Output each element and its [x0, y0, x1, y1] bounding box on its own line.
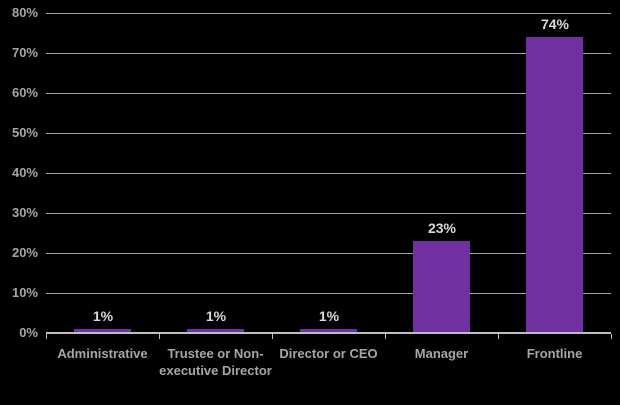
y-axis-tick-label: 10%	[11, 285, 38, 300]
y-axis-tick-label: 80%	[11, 5, 38, 20]
bar-director-or-ceo	[300, 329, 357, 333]
x-axis-tick	[385, 334, 386, 339]
x-axis-category-label: Manager	[414, 346, 469, 361]
gridline	[46, 293, 611, 294]
x-axis-tick	[272, 334, 273, 339]
x-axis-tick	[498, 334, 499, 339]
gridline	[46, 253, 611, 254]
gridline	[46, 13, 611, 14]
y-axis-tick-label: 60%	[11, 85, 38, 100]
gridline	[46, 133, 611, 134]
gridline	[46, 93, 611, 94]
x-axis-category-label: Director or CEO	[279, 346, 378, 361]
y-axis-tick-label: 50%	[11, 125, 38, 140]
y-axis-tick-label: 30%	[11, 205, 38, 220]
x-axis-tick	[159, 334, 160, 339]
bar-manager	[413, 241, 470, 333]
x-axis-category-label: Frontline	[526, 346, 583, 361]
x-axis-tick	[611, 334, 612, 339]
y-axis-tick-label: 70%	[11, 45, 38, 60]
y-axis-tick-label: 20%	[11, 245, 38, 260]
bar-frontline	[526, 37, 583, 333]
bar-value-label: 1%	[318, 308, 340, 324]
bar-administrative	[74, 329, 131, 333]
bar-value-label: 23%	[427, 220, 457, 236]
x-axis-line	[46, 332, 611, 334]
bar-value-label: 1%	[92, 308, 114, 324]
y-axis-tick-label: 0%	[19, 325, 38, 340]
y-axis-tick-label: 40%	[11, 165, 38, 180]
gridline	[46, 213, 611, 214]
bar-value-label: 1%	[205, 308, 227, 324]
gridline	[46, 173, 611, 174]
bar-value-label: 74%	[540, 16, 570, 32]
bar-trustee-or-non-executive-director	[187, 329, 244, 333]
x-axis-tick	[46, 334, 47, 339]
x-axis-category-label: Administrative	[57, 346, 148, 361]
x-axis-category-label: Trustee or Non-executive Director	[159, 346, 272, 378]
gridline	[46, 53, 611, 54]
